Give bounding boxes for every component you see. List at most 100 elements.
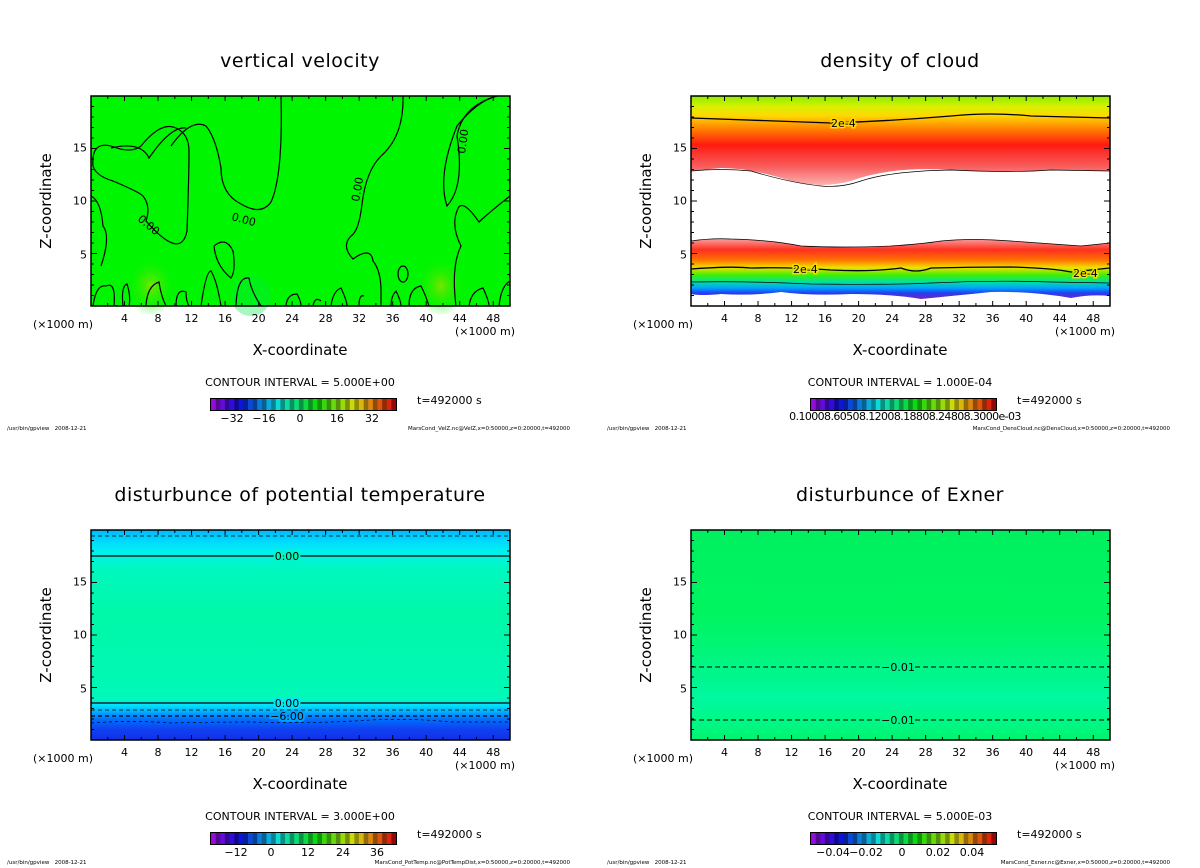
colorbar-swatch — [317, 833, 323, 844]
contour-line — [443, 95, 498, 208]
colorbar-swatch — [922, 399, 927, 410]
x-axis-label: X-coordinate — [852, 341, 948, 359]
colorbar-swatch — [234, 399, 240, 410]
colorbar-swatch — [880, 833, 886, 844]
colorbar-swatch — [815, 399, 821, 410]
colorbar-swatch — [322, 833, 327, 844]
colorbar-swatch — [340, 833, 346, 844]
x-tick-label: 8 — [154, 746, 162, 759]
contour-label: 2e-4 — [831, 117, 856, 130]
colorbar-swatch — [285, 399, 290, 410]
contour-line — [92, 270, 511, 307]
colorbar-swatch — [954, 833, 960, 844]
colorbar-swatch — [340, 399, 346, 410]
x-tick-label: 24 — [285, 746, 300, 759]
colorbar-swatch — [834, 399, 840, 410]
colorbar-swatch — [917, 399, 923, 410]
colorbar-swatch — [257, 399, 263, 410]
colorbar-swatch — [931, 833, 937, 844]
y-axis-label: Z-coordinate — [637, 153, 655, 249]
colorbar-swatch — [885, 833, 890, 844]
x-tick-label: 48 — [1086, 312, 1101, 325]
contour-line — [690, 113, 1111, 124]
colorbar-swatch — [945, 399, 951, 410]
colorbar — [210, 398, 397, 411]
colorbar-swatch — [871, 833, 877, 844]
x-unit-right: (×1000 m) — [1055, 325, 1116, 338]
colorbar-swatch — [931, 399, 937, 410]
colorbar-swatch — [382, 833, 388, 844]
x-tick-label: 32 — [352, 312, 367, 325]
colorbar-swatch — [972, 833, 978, 844]
field-fill — [691, 530, 1110, 740]
colorbar-swatch — [248, 399, 253, 410]
colorbar-swatch — [363, 833, 369, 844]
colorbar-swatch — [335, 833, 341, 844]
cloud-layer-lower — [691, 238, 1110, 299]
x-tick-label: 24 — [285, 312, 300, 325]
colorbar-swatch — [215, 833, 221, 844]
contour-line — [453, 195, 511, 307]
x-unit-right: (×1000 m) — [455, 325, 516, 338]
contour-line-dashed — [90, 718, 510, 724]
colorbar-swatch — [898, 833, 904, 844]
denscloud-field: 2e-4 2e-4 2e-4 — [690, 95, 1111, 307]
contour-line — [213, 241, 235, 279]
colorbar-swatch — [317, 399, 323, 410]
colorbar-tick: 32 — [365, 412, 379, 425]
colorbar-swatch — [298, 833, 304, 844]
x-tick-label: 32 — [952, 312, 967, 325]
colorbar-swatch — [829, 399, 835, 410]
colorbar-tick: −16 — [252, 412, 276, 425]
colorbar-swatch — [271, 833, 277, 844]
contour-line — [92, 125, 190, 245]
colorbar-swatches — [811, 399, 996, 410]
colorbar-swatch — [820, 399, 826, 410]
colorbar-swatch — [303, 399, 309, 410]
colorbar-swatch — [954, 399, 960, 410]
colorbar-swatch — [815, 833, 821, 844]
x-tick-label: 20 — [251, 312, 266, 325]
colorbar-tick-labels: 0.10008.60508.12008.18808.24808.3000e-03 — [789, 410, 1021, 423]
colorbar-tick: 24 — [336, 846, 350, 859]
contour-label: 0.00 — [455, 128, 471, 154]
colorbar-swatch — [294, 833, 300, 844]
y-tick-label: 5 — [80, 248, 87, 262]
contour-line — [345, 95, 404, 306]
colorbar-swatch — [326, 399, 332, 410]
colorbar-swatch — [903, 833, 909, 844]
colorbar-swatch — [252, 399, 258, 410]
footer-date: 2008-12-21 — [54, 426, 87, 432]
colorbar-swatch — [229, 833, 235, 844]
x-tick-label: 28 — [318, 312, 333, 325]
colorbar-swatch — [838, 399, 844, 410]
colorbar-swatch — [238, 833, 244, 844]
colorbar-swatch — [820, 833, 826, 844]
colorbar-swatch — [866, 833, 872, 844]
colorbar-swatch — [824, 399, 830, 410]
colorbar-swatch — [322, 399, 327, 410]
x-axis-label: X-coordinate — [852, 775, 948, 793]
colorbar-swatch — [211, 399, 216, 410]
colorbar-swatch — [234, 833, 240, 844]
x-tick-label: 16 — [818, 746, 833, 759]
colorbar-swatch — [215, 399, 221, 410]
footer-source: MarsCond_PotTemp.nc@PotTempDist,x=0:5000… — [374, 860, 570, 866]
time-label: t=492000 s — [417, 394, 482, 407]
colorbar-swatch — [866, 399, 872, 410]
colorbar-swatch — [345, 399, 351, 410]
footer-left: /usr/bin/gpview 2008-12-21 — [607, 426, 687, 432]
colorbar-tick: 0 — [267, 846, 275, 859]
x-tick-label: 24 — [885, 312, 900, 325]
colorbar-swatch — [838, 833, 844, 844]
colorbar-swatch — [312, 399, 318, 410]
colorbar-swatch — [968, 833, 974, 844]
colorbar-swatch — [243, 399, 249, 410]
colorbar-swatch — [871, 399, 877, 410]
x-tick-label: 4 — [121, 746, 129, 759]
colorbar-tick: −32 — [220, 412, 244, 425]
colorbar-swatch — [945, 833, 951, 844]
chart-title: density of cloud — [820, 50, 980, 72]
colorbar — [810, 398, 997, 411]
colorbar-swatch — [331, 833, 337, 844]
